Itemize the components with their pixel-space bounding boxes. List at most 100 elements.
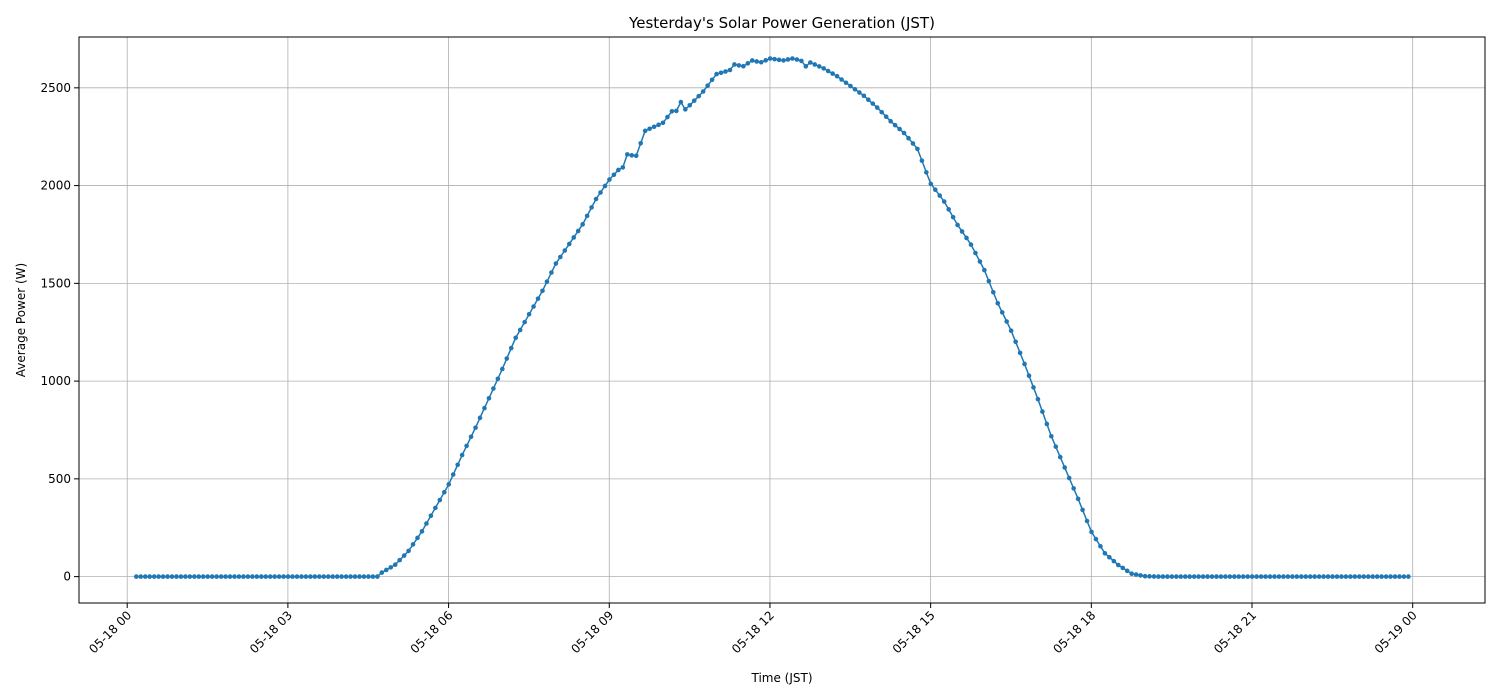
data-point [763, 58, 768, 63]
data-point [491, 386, 496, 391]
data-point [352, 574, 358, 579]
data-point [874, 105, 880, 110]
data-point [482, 405, 487, 411]
data-point [1169, 574, 1175, 579]
data-point [317, 574, 322, 579]
chart-title: Yesterday's Solar Power Generation (JST) [628, 14, 935, 32]
data-point [611, 172, 617, 178]
data-point [209, 574, 215, 579]
data-point [1089, 529, 1094, 535]
data-point [767, 56, 773, 61]
data-point [906, 135, 911, 141]
data-point [1062, 465, 1068, 470]
data-point [1035, 396, 1041, 402]
data-point [1334, 574, 1340, 579]
data-point [446, 482, 452, 487]
data-point [464, 443, 469, 449]
data-point [1196, 574, 1201, 579]
data-point [790, 56, 795, 61]
data-point [250, 574, 255, 579]
y-tick-label: 1500 [40, 276, 71, 290]
data-point [1084, 518, 1090, 524]
data-point [205, 574, 211, 579]
data-point [1031, 385, 1036, 390]
data-point [785, 57, 791, 62]
data-point [1374, 574, 1380, 579]
data-point [1160, 574, 1166, 579]
data-point [803, 64, 809, 69]
data-point [723, 69, 728, 74]
data-point [1383, 574, 1389, 579]
data-point [691, 98, 697, 103]
data-point [1138, 573, 1143, 578]
data-point [772, 56, 777, 62]
data-point [1294, 574, 1300, 579]
data-point [468, 434, 474, 440]
data-point [674, 108, 679, 114]
data-point [1040, 409, 1045, 414]
data-point [531, 304, 536, 309]
y-tick-label: 2500 [40, 81, 71, 95]
data-point [218, 574, 224, 579]
data-point [915, 146, 920, 152]
y-tick-label: 1000 [40, 374, 71, 388]
data-point [263, 574, 269, 579]
data-point [1290, 574, 1295, 579]
data-point [651, 124, 657, 130]
data-point [419, 529, 425, 534]
data-point [589, 205, 594, 210]
data-point [950, 214, 956, 220]
data-point [178, 574, 184, 579]
data-point [879, 109, 885, 115]
data-point [1263, 574, 1268, 579]
data-point [986, 278, 992, 284]
data-point [281, 574, 286, 579]
data-point [754, 59, 760, 64]
data-point [1370, 574, 1375, 579]
data-point [397, 557, 402, 563]
data-point [982, 267, 987, 273]
data-point [625, 152, 630, 157]
data-point [1151, 574, 1157, 579]
data-point [799, 58, 804, 64]
data-point [303, 574, 309, 579]
data-point [888, 118, 893, 124]
data-point [593, 196, 599, 202]
data-point [1120, 565, 1126, 571]
data-point [1147, 574, 1152, 579]
data-point [236, 574, 242, 579]
data-point [223, 574, 228, 579]
data-point [486, 396, 492, 401]
data-point [522, 319, 527, 325]
data-point [383, 567, 389, 573]
data-point [477, 415, 483, 421]
data-point [616, 167, 621, 173]
data-point [375, 574, 380, 579]
data-point [861, 93, 867, 99]
data-point [366, 574, 371, 579]
data-point [647, 126, 652, 132]
data-point [410, 542, 416, 547]
data-point [174, 574, 179, 579]
data-point [1044, 421, 1050, 427]
data-point [1080, 507, 1085, 513]
data-point [1066, 475, 1072, 481]
data-point [1348, 574, 1353, 579]
data-point [392, 562, 398, 567]
data-point [1008, 328, 1014, 334]
data-point [312, 574, 318, 579]
data-point [821, 66, 826, 71]
data-point [834, 73, 840, 79]
data-point [147, 574, 152, 579]
data-point [196, 574, 202, 579]
series-layer [134, 56, 1411, 579]
data-point [272, 574, 277, 579]
data-point [1321, 574, 1326, 579]
data-point [187, 574, 193, 579]
data-point [325, 574, 331, 579]
y-axis-label: Average Power (W) [14, 263, 28, 377]
data-point [1115, 562, 1121, 568]
data-point [1392, 574, 1398, 579]
data-point [932, 187, 938, 193]
data-point [870, 101, 876, 106]
